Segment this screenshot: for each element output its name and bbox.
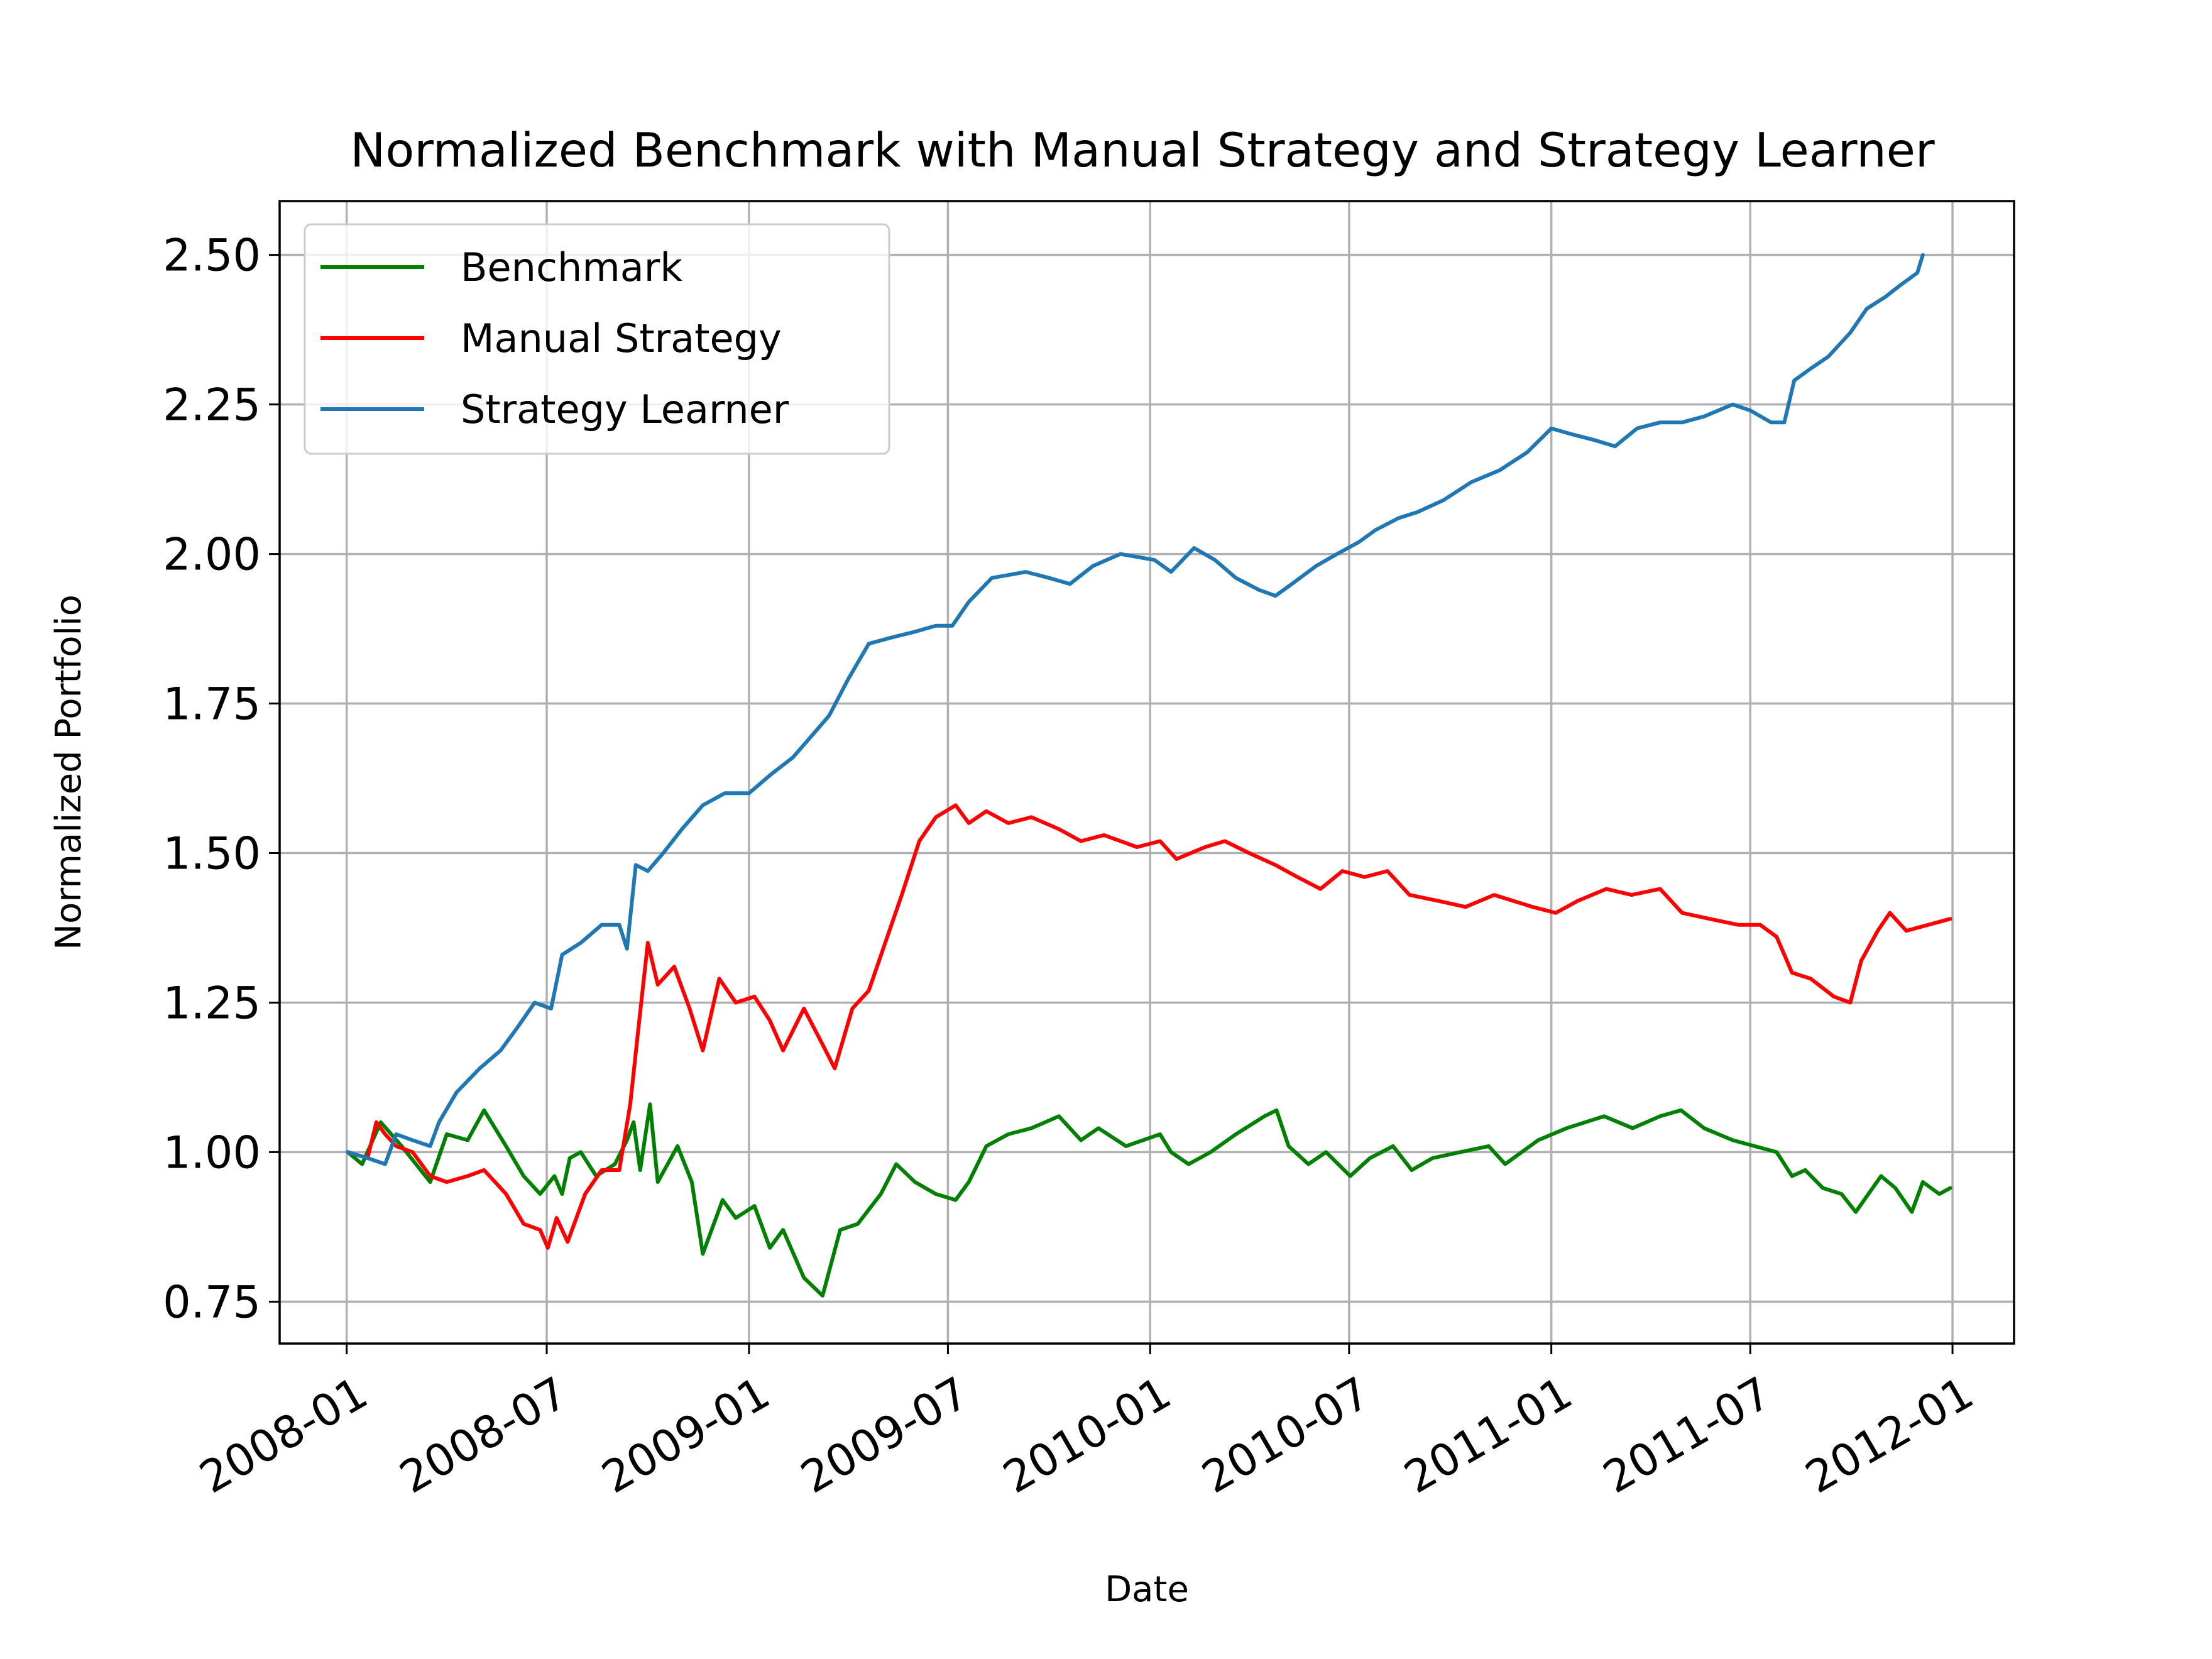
chart-title: Normalized Benchmark with Manual Strateg… [350,123,1935,178]
legend-label-benchmark: Benchmark [461,244,682,290]
legend: Benchmark Manual Strategy Strategy Learn… [304,223,890,455]
legend-label-manual-strategy: Manual Strategy [461,315,782,361]
y-tick-label: 1.25 [163,977,261,1029]
series-line-benchmark [346,1102,1952,1298]
y-axis-label: Normalized Portfolio [48,594,89,950]
y-tick-label: 0.75 [163,1276,261,1328]
legend-box [304,223,890,455]
series-line-strategy-learner [346,253,1925,1166]
y-tick-label: 2.00 [163,529,261,581]
y-tick-label: 2.25 [163,380,261,431]
x-axis-label: Date [1105,1569,1189,1610]
y-tick-label: 1.75 [163,679,261,730]
y-tick-label: 2.50 [163,230,261,282]
y-tick-label: 1.50 [163,828,261,879]
series-line-manual-strategy [346,803,1952,1250]
plot-frame [278,200,2015,1345]
legend-label-strategy-learner: Strategy Learner [461,386,789,432]
series-lines [346,253,1952,1298]
y-tick-label: 1.00 [163,1127,261,1178]
